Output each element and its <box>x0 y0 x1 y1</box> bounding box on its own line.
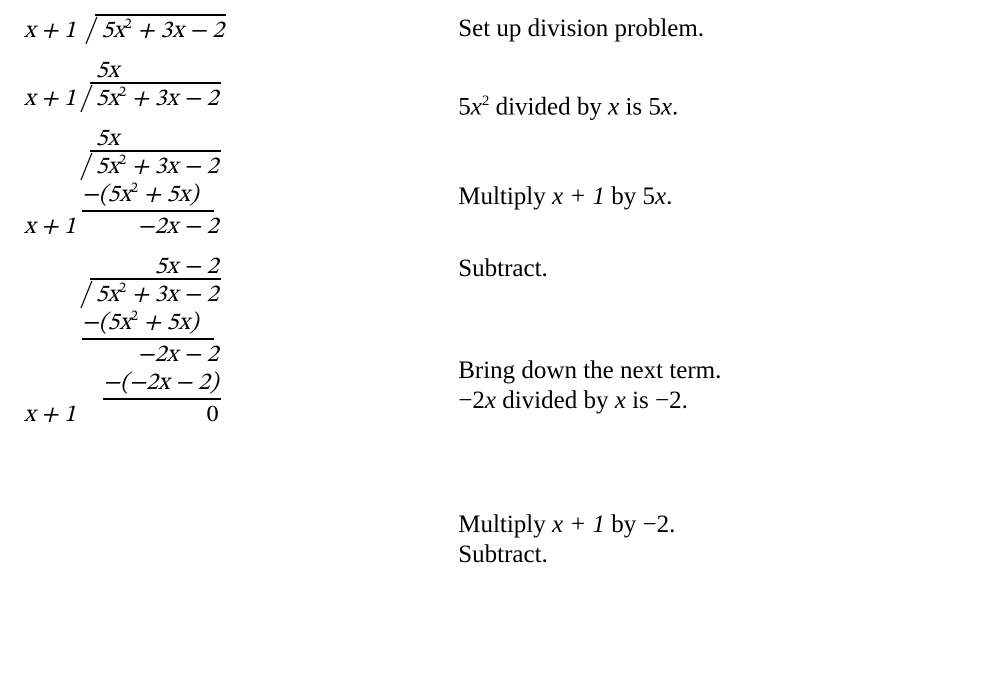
remainder-final: 0 <box>96 400 221 430</box>
text: Set up division problem. <box>458 15 704 42</box>
dividend-text: 5x2 + 3x − 2 <box>101 16 226 46</box>
var: x <box>471 93 482 120</box>
var: x <box>661 93 672 120</box>
var: x <box>615 387 626 414</box>
quotient-final: 5x − 2 <box>155 252 219 282</box>
expr: x + 1 <box>552 511 605 538</box>
subtract-line-1: −(5x2 + 5x) <box>82 308 215 340</box>
divisor-text: x + 1 <box>24 215 76 239</box>
division-bracket-icon: / <box>80 276 89 319</box>
subtract-line-1: −(5x2 + 5x) <box>82 180 215 212</box>
divisor-text: x + 1 <box>24 403 76 427</box>
division-bracket-icon: / <box>85 12 94 55</box>
explain-4: Subtract. <box>458 254 968 284</box>
quotient-partial: 5x <box>96 124 119 154</box>
divisor-text: x + 1 <box>24 19 76 43</box>
text: Subtract. <box>458 541 548 568</box>
quotient-partial: 5x <box>96 56 119 86</box>
subtract-line-2: −(−2x − 2) <box>103 368 221 400</box>
explain-3: Multiply x + 1 by 5x. <box>458 182 968 212</box>
text: divided by <box>496 387 615 414</box>
math-column: x + 1 / 5x2 + 3x − 2 x + 1 5x / 5x2 + 3x… <box>24 10 458 664</box>
explanation-column: Set up division problem. 5x2 divided by … <box>458 10 968 664</box>
text: Multiply <box>458 183 552 210</box>
var: x <box>608 93 619 120</box>
remainder-1: −2x − 2 <box>96 340 221 370</box>
text: . <box>672 93 678 120</box>
explain-2: 5x2 divided by x is 5x. <box>458 92 968 122</box>
longdiv-step-4: x + 1 5x − 2 / 5x2 + 3x − 2 −(5x2 + 5x) … <box>24 278 458 430</box>
longdiv-step-2: x + 1 5x / 5x2 + 3x − 2 <box>24 82 458 114</box>
text: −2 <box>458 387 485 414</box>
text: 5 <box>458 93 471 120</box>
division-bracket-icon: / <box>80 80 89 123</box>
division-bracket-icon: / <box>80 148 89 191</box>
text: Subtract. <box>458 255 548 282</box>
dividend-text: 5x2 + 3x − 2 <box>96 280 221 310</box>
text: is −2. <box>626 387 688 414</box>
explain-6: Multiply x + 1 by −2. Subtract. <box>458 510 968 570</box>
explain-1: Set up division problem. <box>458 14 968 44</box>
expr: x + 1 <box>552 183 605 210</box>
text: . <box>666 183 672 210</box>
text: Bring down the next term. <box>458 357 721 384</box>
text: by −2. <box>605 511 675 538</box>
longdiv-step-1: x + 1 / 5x2 + 3x − 2 <box>24 14 458 46</box>
text: divided by <box>489 93 608 120</box>
var: x <box>655 183 666 210</box>
longdiv-step-3: x + 1 5x / 5x2 + 3x − 2 −(5x2 + 5x) −2x … <box>24 150 458 242</box>
text: Multiply <box>458 511 552 538</box>
var: x <box>485 387 496 414</box>
explain-5: Bring down the next term. −2x divided by… <box>458 356 968 416</box>
page: x + 1 / 5x2 + 3x − 2 x + 1 5x / 5x2 + 3x… <box>0 0 996 674</box>
divisor-text: x + 1 <box>24 87 76 111</box>
dividend-text: 5x2 + 3x − 2 <box>96 152 221 182</box>
text: by 5 <box>605 183 655 210</box>
dividend-text: 5x2 + 3x − 2 <box>96 84 221 114</box>
text: is 5 <box>619 93 661 120</box>
remainder-1: −2x − 2 <box>96 212 221 242</box>
